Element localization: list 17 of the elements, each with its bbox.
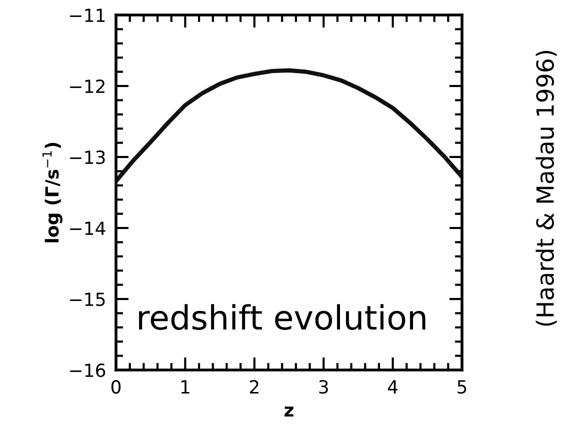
- x-tick-label: 4: [388, 380, 398, 394]
- text: (Haardt & Madau 1996): [536, 50, 557, 326]
- x-tick-label: 1: [181, 380, 190, 394]
- x-tick-label: 5: [458, 380, 466, 394]
- line-series: [116, 68, 462, 184]
- annotation: redshift evolution: [139, 304, 426, 330]
- y-tick-label: −14: [70, 222, 106, 235]
- x-tick-label: 3: [319, 380, 328, 394]
- y-tick-label: −11: [70, 8, 105, 22]
- x-tick-label: 0: [111, 380, 121, 394]
- y-tick-label: −15: [70, 292, 105, 306]
- x-axis-title: z: [284, 406, 294, 416]
- x-tick-label: 2: [250, 380, 258, 394]
- y-tick-label: −16: [70, 363, 106, 378]
- y-tick-label: −12: [70, 79, 104, 93]
- y-axis-title: log (Γ/s$^{−1}$): [42, 142, 62, 242]
- y-tick-label: −13: [70, 150, 105, 164]
